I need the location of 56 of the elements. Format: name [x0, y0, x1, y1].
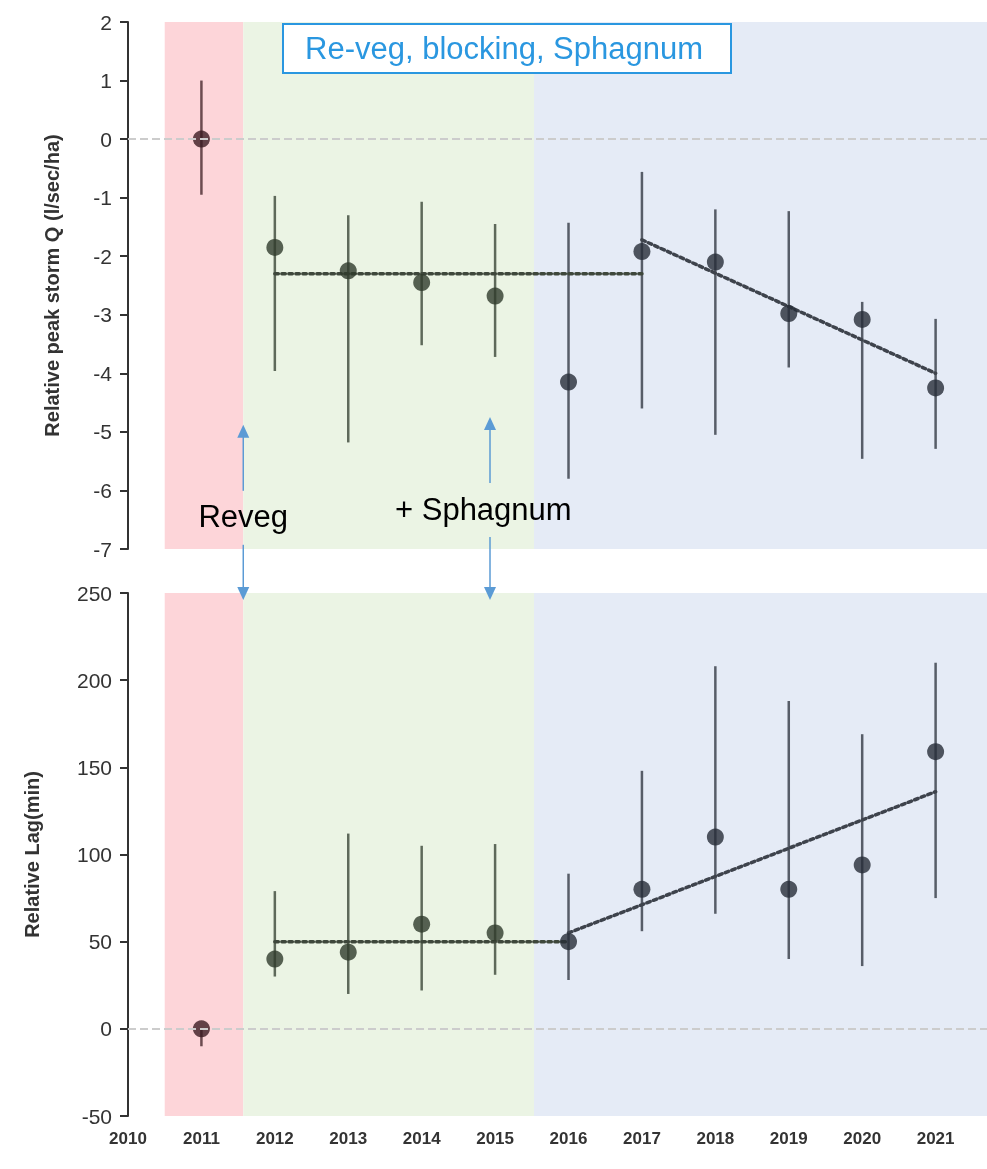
point — [192, 1020, 210, 1038]
x-tick-label: 2019 — [769, 1129, 808, 1148]
point — [192, 130, 210, 148]
point — [706, 253, 724, 271]
point — [339, 262, 357, 280]
annotation: + Sphagnum — [395, 491, 572, 527]
point — [413, 274, 431, 292]
y-tick-label: -50 — [81, 1104, 112, 1128]
point — [927, 379, 945, 397]
y-tick-label: 150 — [76, 755, 112, 779]
y-tick-label: -4 — [93, 361, 113, 385]
x-tick-label: 2018 — [696, 1129, 735, 1148]
point — [633, 243, 651, 261]
x-tick-label: 2021 — [916, 1129, 955, 1148]
x-tick-label: 2014 — [402, 1129, 442, 1148]
point — [266, 238, 284, 256]
point — [339, 943, 357, 961]
x-tick-label: 2011 — [182, 1129, 220, 1148]
x-tick-label: 2017 — [623, 1129, 661, 1148]
y-tick-label: 0 — [100, 127, 112, 151]
y-tick-label: -7 — [93, 537, 112, 561]
y-tick-label: 0 — [100, 1017, 112, 1041]
y-tick-label: 100 — [76, 843, 112, 866]
y-tick-label: -6 — [93, 478, 112, 502]
x-tick-label: 2012 — [255, 1129, 294, 1148]
y-axis-title: Relative Lag(min) — [21, 771, 43, 938]
y-tick-label: 1 — [100, 69, 112, 93]
point — [633, 880, 651, 898]
y-tick-label: 250 — [76, 581, 112, 605]
x-tick-label: 2020 — [843, 1129, 882, 1148]
y-tick-label: -1 — [93, 186, 112, 210]
point — [486, 924, 504, 942]
y-tick-label: 200 — [76, 668, 112, 692]
point — [560, 373, 578, 391]
point — [780, 305, 798, 323]
point — [780, 880, 798, 898]
chart-title: Re-veg, blocking, Sphagnum — [305, 31, 704, 66]
y-tick-label: -2 — [93, 244, 112, 268]
x-tick-label: 2010 — [109, 1129, 147, 1148]
y-tick-label: 2 — [100, 10, 112, 34]
x-tick-label: 2013 — [329, 1129, 368, 1148]
point — [853, 310, 871, 328]
point — [413, 915, 431, 933]
annotation: Reveg — [198, 499, 289, 535]
point — [927, 743, 945, 761]
point — [266, 950, 284, 968]
y-axis-title: Relative peak storm Q (l/sec/ha) — [41, 134, 63, 437]
y-tick-label: 50 — [88, 930, 112, 954]
y-tick-label: -3 — [93, 303, 112, 327]
y-tick-label: -5 — [93, 420, 112, 444]
point — [486, 287, 504, 305]
x-tick-label: 2016 — [549, 1129, 588, 1148]
x-tick-label: 2015 — [476, 1129, 515, 1148]
point — [560, 933, 578, 951]
point — [706, 828, 724, 846]
point — [853, 856, 871, 874]
